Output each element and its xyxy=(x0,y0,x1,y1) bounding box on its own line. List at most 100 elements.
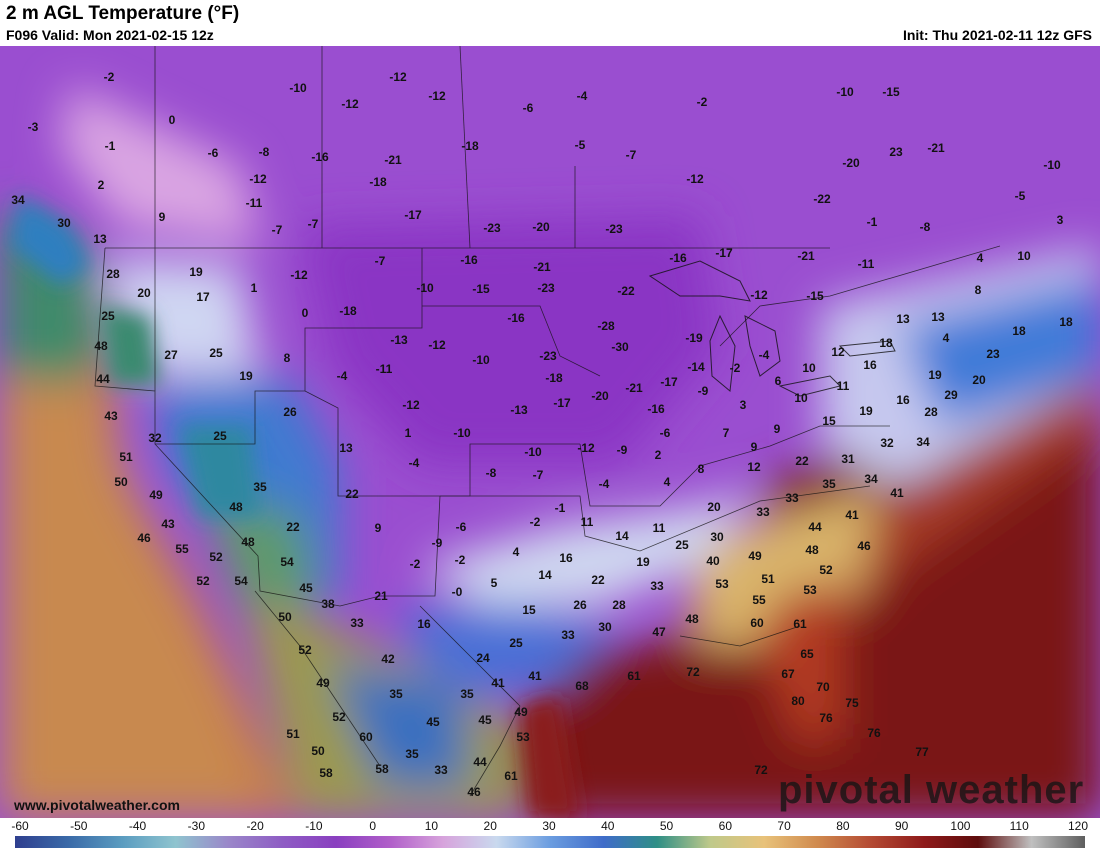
temperature-label: 49 xyxy=(316,676,330,690)
temperature-label: -7 xyxy=(308,217,319,231)
temperature-label: 48 xyxy=(241,535,255,549)
temperature-label: 34 xyxy=(11,193,25,207)
temperature-label: 33 xyxy=(785,491,799,505)
temperature-label: 45 xyxy=(299,581,313,595)
temperature-label: -2 xyxy=(530,515,541,529)
temperature-label: -7 xyxy=(626,148,637,162)
temperature-label: 19 xyxy=(859,404,873,418)
temperature-label: 72 xyxy=(686,665,700,679)
temperature-label: 0 xyxy=(169,113,176,127)
temperature-label: -21 xyxy=(625,381,643,395)
temperature-label: -20 xyxy=(591,389,609,403)
temperature-label: 20 xyxy=(707,500,721,514)
temperature-label: 70 xyxy=(816,680,830,694)
temperature-label: -17 xyxy=(660,375,678,389)
temperature-label: -10 xyxy=(1043,158,1061,172)
colorbar-tick-label: 60 xyxy=(718,819,733,833)
temperature-label: 35 xyxy=(460,687,474,701)
temperature-field xyxy=(0,46,1100,818)
temperature-label: -7 xyxy=(533,468,544,482)
temperature-label: 29 xyxy=(944,388,958,402)
temperature-label: -16 xyxy=(507,311,525,325)
temperature-label: 19 xyxy=(239,369,253,383)
temperature-label: 33 xyxy=(561,628,575,642)
colorbar-tick-label: 90 xyxy=(894,819,909,833)
temperature-label: 33 xyxy=(350,616,364,630)
temperature-label: 49 xyxy=(514,705,528,719)
temperature-label: -21 xyxy=(384,153,402,167)
temperature-label: 25 xyxy=(209,346,223,360)
colorbar-tick-label: -10 xyxy=(305,819,323,833)
temperature-label: 31 xyxy=(841,452,855,466)
temperature-label: 12 xyxy=(747,460,761,474)
temperature-label: 16 xyxy=(863,358,877,372)
temperature-label: -19 xyxy=(685,331,703,345)
temperature-label: 35 xyxy=(253,480,267,494)
temperature-label: -1 xyxy=(105,139,116,153)
temperature-label: 19 xyxy=(928,368,942,382)
temperature-label: 4 xyxy=(664,475,671,489)
temperature-label: 32 xyxy=(148,431,162,445)
temperature-label: 11 xyxy=(581,515,594,529)
colorbar: -60 -50 -40 -30 -20 -10 0 10 20 30 40 50 60 70 80 90 100… xyxy=(0,818,1100,850)
temperature-label: -16 xyxy=(460,253,478,267)
temperature-label: 28 xyxy=(612,598,626,612)
temperature-label: -6 xyxy=(523,101,534,115)
temperature-label: 2 xyxy=(98,178,105,192)
temperature-label: -21 xyxy=(533,260,551,274)
colorbar-ramp xyxy=(15,836,1085,848)
boundary-lines xyxy=(94,46,1001,797)
colorbar-tick-label: 0 xyxy=(369,819,376,833)
temperature-label: 52 xyxy=(332,710,346,724)
watermark-logo: pivotal weather xyxy=(778,768,1085,812)
temperature-label: 72 xyxy=(754,763,768,777)
temperature-label: 8 xyxy=(698,462,705,476)
temperature-label: 58 xyxy=(375,762,389,776)
temperature-label: -4 xyxy=(409,456,420,470)
map-canvas: -20-3-1 -6 -8 -162 -12-11-10-12-12-12-21-18-… xyxy=(0,46,1100,818)
temperature-label: 76 xyxy=(819,711,833,725)
temperature-label: 13 xyxy=(896,312,910,326)
temperature-label: -4 xyxy=(759,348,770,362)
temperature-label: -10 xyxy=(836,85,854,99)
temperature-label: 38 xyxy=(321,597,335,611)
colorbar-tick-label: -40 xyxy=(128,819,147,833)
temperature-label: -20 xyxy=(842,156,860,170)
temperature-label: -21 xyxy=(797,249,815,263)
colorbar-tick-label: 70 xyxy=(777,819,791,833)
temperature-label: 16 xyxy=(559,551,573,565)
temperature-label: -21 xyxy=(927,141,945,155)
temperature-label: 80 xyxy=(791,694,805,708)
temperature-label: 40 xyxy=(706,554,720,568)
temperature-label: 33 xyxy=(434,763,448,777)
temperature-label: 46 xyxy=(467,785,481,799)
temperature-label: 28 xyxy=(924,405,938,419)
temperature-label: 61 xyxy=(504,769,518,783)
temperature-label: 52 xyxy=(298,643,312,657)
temperature-label: -23 xyxy=(605,222,623,236)
temperature-label: 48 xyxy=(229,500,243,514)
temperature-label: 9 xyxy=(751,440,758,454)
temperature-label: 9 xyxy=(159,210,166,224)
temperature-label: 68 xyxy=(575,679,589,693)
temperature-label: 9 xyxy=(375,521,382,535)
colorbar-tick-label: 110 xyxy=(1009,819,1029,833)
temperature-label: 25 xyxy=(675,538,689,552)
temperature-label: 10 xyxy=(794,391,808,405)
temperature-label: -0 xyxy=(452,585,463,599)
temperature-map: -2 0 -3 -1 -6 -8 -16 2 -12 -11 -10 -12 -12 -12 -21 -18-… xyxy=(0,46,1100,818)
temperature-label: 18 xyxy=(1012,324,1026,338)
temperature-label: 42 xyxy=(381,652,395,666)
temperature-label: -15 xyxy=(806,289,824,303)
init-time: Init: Thu 2021-02-11 12z GFS xyxy=(902,27,1092,43)
temperature-label: -16 xyxy=(311,150,329,164)
temperature-label: 13 xyxy=(931,310,945,324)
temperature-label: 17 xyxy=(196,290,210,304)
temperature-label: 14 xyxy=(538,568,552,582)
temperature-label: -17 xyxy=(553,396,571,410)
temperature-label: 55 xyxy=(175,542,189,556)
temperature-label: -14 xyxy=(687,360,705,374)
temperature-label: -8 xyxy=(259,145,270,159)
map-header: 2 m AGL Temperature (°F) F096 Valid: Mon… xyxy=(0,0,1100,46)
temperature-label: 43 xyxy=(104,409,118,423)
